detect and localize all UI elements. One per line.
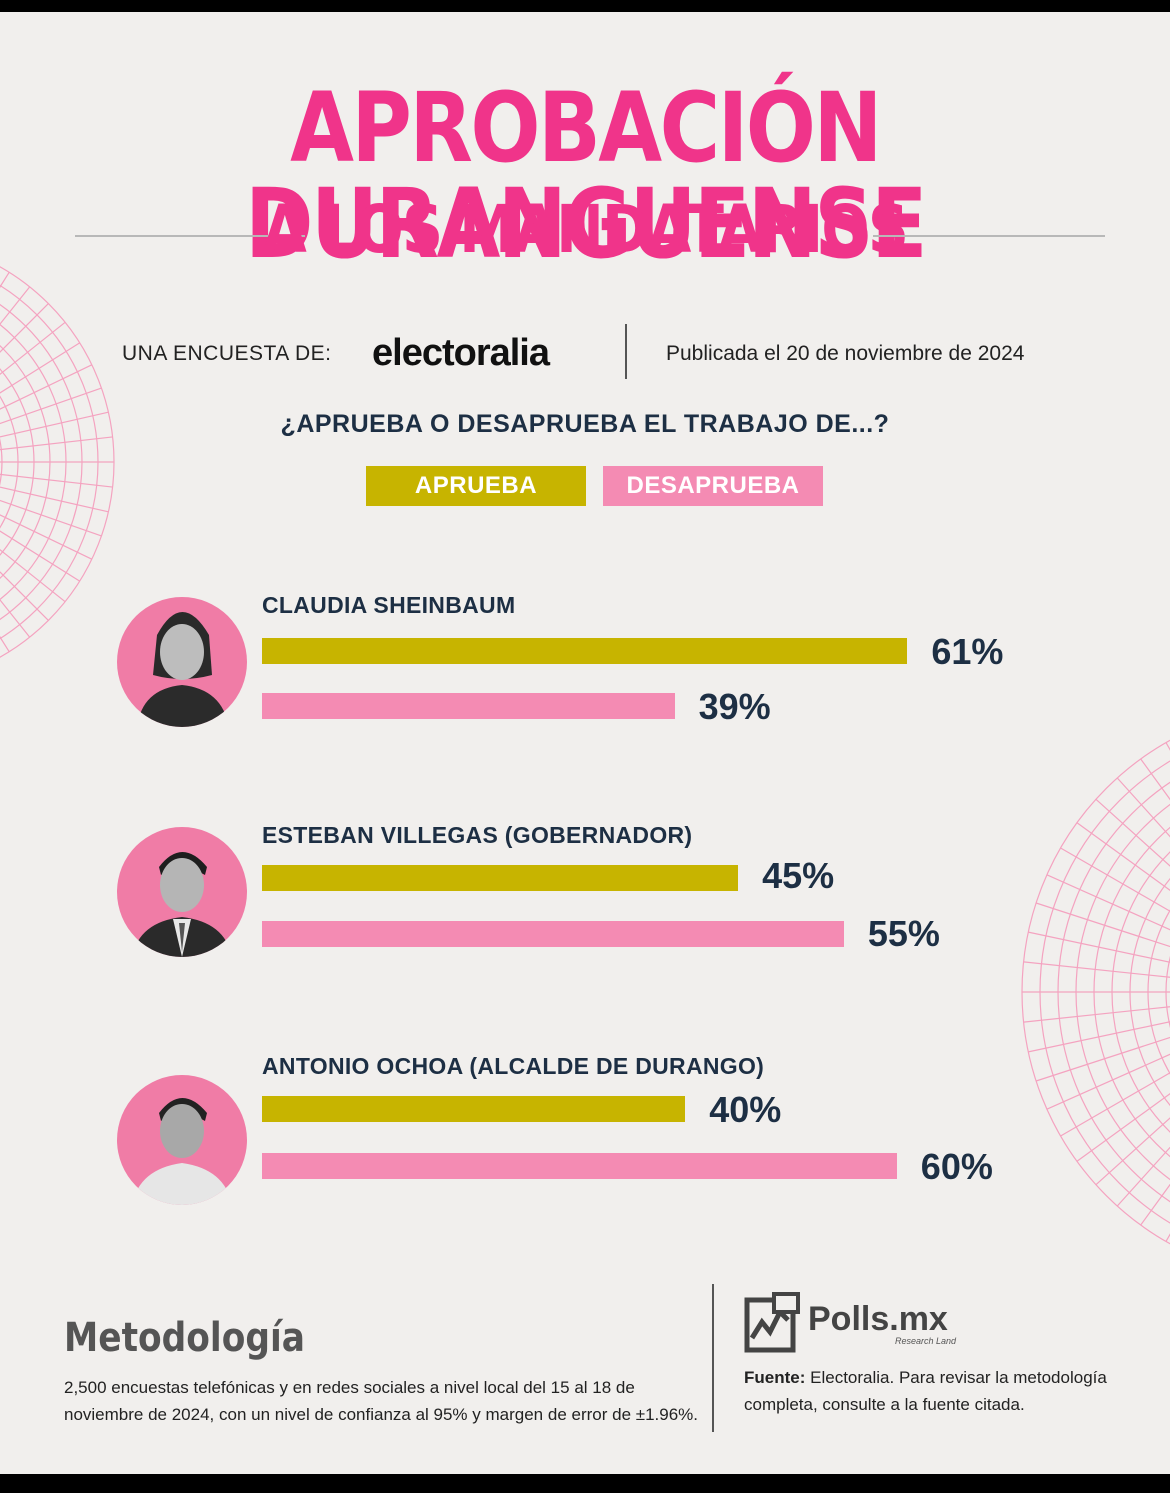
bar-disapprove-ochoa (262, 1153, 897, 1179)
title-rule-left (75, 235, 305, 237)
electoralia-logo: electoralia (372, 332, 550, 374)
avatar-villegas (117, 827, 247, 957)
label-approve-ochoa: 40% (709, 1089, 782, 1130)
legend-approve: APRUEBA (366, 466, 586, 506)
label-approve-sheinbaum: 61% (931, 631, 1004, 672)
label-disapprove-ochoa: 60% (920, 1146, 993, 1187)
chart-title: ¿APRUEBA O DESAPRUEBA EL TRABAJO DE...? (280, 410, 890, 438)
bar-disapprove-sheinbaum (262, 693, 675, 719)
person-name: ESTEBAN VILLEGAS (GOBERNADOR) (262, 822, 693, 848)
avatar-sheinbaum (117, 597, 247, 727)
header-divider (625, 324, 627, 379)
bar-disapprove-villegas (262, 921, 844, 947)
polls-logo-subtitle: Research Land (895, 1336, 957, 1346)
label-disapprove-sheinbaum: 39% (698, 686, 771, 727)
source-text: Electoralia. Para revisar la metodología… (744, 1368, 1107, 1414)
person-portrait-icon (132, 1098, 232, 1205)
person-name: CLAUDIA SHEINBAUM (262, 592, 516, 618)
survey-label: UNA ENCUESTA DE: (122, 342, 332, 365)
label-disapprove-villegas: 55% (867, 913, 940, 954)
infographic: APROBACIÓN DURANGUENSE A LOS MANDATARIOS… (0, 12, 1170, 1474)
person-portrait-icon (132, 852, 232, 957)
avatar-ochoa (117, 1075, 247, 1205)
title-rule-right (873, 235, 1105, 237)
legend-disapprove-label: DESAPRUEBA (626, 472, 800, 499)
bar-approve-villegas (262, 865, 739, 891)
decorative-polar-grid-right (1021, 739, 1170, 1245)
bar-approve-ochoa (262, 1096, 686, 1122)
polls-chart-icon (744, 1292, 800, 1353)
page-title: APROBACIÓN DURANGUENSE (245, 72, 927, 280)
bar-approve-sheinbaum (262, 638, 908, 664)
legend-approve-label: APRUEBA (414, 472, 538, 499)
published-date: Publicada el 20 de noviembre de 2024 (666, 342, 1025, 365)
methodology-text: 2,500 encuestas telefónicas y en redes s… (64, 1378, 698, 1424)
page-subtitle: A LOS MANDATARIOS (262, 191, 909, 268)
source-label: Fuente: (744, 1368, 806, 1387)
person-portrait-icon (137, 612, 229, 727)
polls-logo: Polls.mx (808, 1300, 948, 1338)
footer-divider (712, 1284, 714, 1432)
source-note: Fuente: Electoralia. Para revisar la met… (744, 1364, 1124, 1418)
label-approve-villegas: 45% (762, 855, 835, 896)
person-name: ANTONIO OCHOA (ALCALDE DE DURANGO) (262, 1053, 765, 1079)
legend-disapprove: DESAPRUEBA (603, 466, 823, 506)
methodology-title: Metodología (64, 1315, 305, 1361)
decorative-polar-grid-left (0, 266, 115, 658)
